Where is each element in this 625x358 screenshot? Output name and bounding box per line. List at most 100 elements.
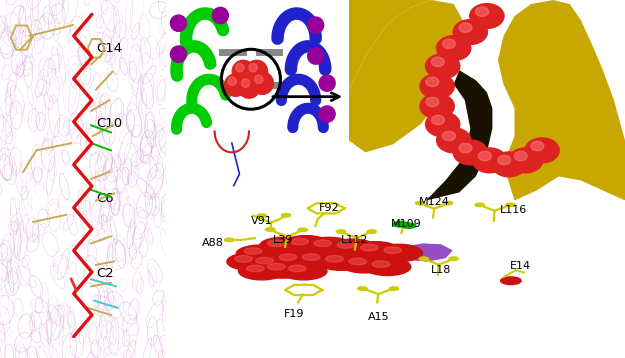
Circle shape <box>244 248 262 254</box>
Text: L112: L112 <box>341 235 369 245</box>
Circle shape <box>171 46 186 62</box>
Circle shape <box>426 54 460 79</box>
Circle shape <box>213 8 228 24</box>
Circle shape <box>302 254 320 260</box>
Circle shape <box>341 256 388 273</box>
Circle shape <box>492 152 526 177</box>
Circle shape <box>459 143 472 153</box>
Circle shape <box>437 36 471 61</box>
Circle shape <box>326 256 343 262</box>
Circle shape <box>476 7 489 16</box>
Circle shape <box>251 72 273 95</box>
Polygon shape <box>426 70 493 200</box>
Circle shape <box>437 128 471 153</box>
Text: L116: L116 <box>499 204 527 214</box>
Circle shape <box>372 261 390 267</box>
Text: C14: C14 <box>96 42 122 55</box>
Circle shape <box>349 258 367 265</box>
Circle shape <box>239 262 285 280</box>
Circle shape <box>257 214 266 217</box>
Circle shape <box>443 202 452 205</box>
Text: C2: C2 <box>96 267 114 280</box>
Circle shape <box>426 77 439 87</box>
Text: F92: F92 <box>319 203 339 213</box>
Circle shape <box>442 39 456 48</box>
Text: C10: C10 <box>96 117 122 130</box>
Circle shape <box>525 138 559 163</box>
Circle shape <box>389 287 399 290</box>
Circle shape <box>419 257 429 260</box>
Circle shape <box>357 287 367 290</box>
Circle shape <box>393 222 408 227</box>
Circle shape <box>319 75 335 91</box>
Circle shape <box>256 257 274 264</box>
Circle shape <box>364 258 411 276</box>
Circle shape <box>329 239 376 256</box>
Circle shape <box>319 106 335 122</box>
Circle shape <box>291 238 308 245</box>
Text: V91: V91 <box>251 216 272 226</box>
Circle shape <box>224 74 247 96</box>
Circle shape <box>420 74 454 99</box>
Circle shape <box>236 245 282 262</box>
Circle shape <box>531 141 544 151</box>
Circle shape <box>279 254 297 260</box>
Circle shape <box>271 251 318 268</box>
Polygon shape <box>498 0 625 200</box>
Text: C6: C6 <box>96 192 114 205</box>
Circle shape <box>246 265 264 272</box>
Text: L18: L18 <box>431 265 451 275</box>
Circle shape <box>431 57 444 67</box>
Circle shape <box>352 242 399 259</box>
Polygon shape <box>349 0 432 90</box>
Text: M109: M109 <box>391 219 421 229</box>
Circle shape <box>453 20 488 44</box>
Circle shape <box>298 228 308 232</box>
Circle shape <box>228 77 236 86</box>
Circle shape <box>227 253 274 270</box>
Circle shape <box>501 277 521 285</box>
Text: F19: F19 <box>284 309 304 319</box>
Polygon shape <box>349 0 465 153</box>
Circle shape <box>376 244 423 262</box>
Circle shape <box>224 238 234 242</box>
Circle shape <box>288 265 306 272</box>
Circle shape <box>336 230 346 233</box>
Circle shape <box>235 256 252 262</box>
Text: L39: L39 <box>272 235 293 245</box>
Circle shape <box>248 255 294 272</box>
Circle shape <box>420 94 454 119</box>
Circle shape <box>367 230 376 233</box>
Circle shape <box>470 4 504 29</box>
Circle shape <box>506 203 515 207</box>
Circle shape <box>249 63 258 72</box>
Circle shape <box>266 228 275 231</box>
Circle shape <box>314 240 332 247</box>
Circle shape <box>282 236 329 253</box>
Circle shape <box>508 148 542 173</box>
Circle shape <box>338 242 355 248</box>
Circle shape <box>171 15 186 31</box>
Circle shape <box>426 112 460 137</box>
Circle shape <box>246 60 268 83</box>
Circle shape <box>318 253 364 270</box>
Circle shape <box>236 63 244 72</box>
Text: M124: M124 <box>419 197 449 207</box>
Circle shape <box>449 257 458 260</box>
Circle shape <box>498 155 511 165</box>
Circle shape <box>472 148 507 173</box>
Circle shape <box>294 251 341 268</box>
Circle shape <box>361 244 378 251</box>
Polygon shape <box>397 243 452 262</box>
Circle shape <box>238 76 260 98</box>
Circle shape <box>416 202 425 205</box>
Circle shape <box>514 151 528 161</box>
Circle shape <box>232 60 254 83</box>
Circle shape <box>259 237 306 255</box>
Circle shape <box>255 75 263 83</box>
Circle shape <box>268 240 285 247</box>
Circle shape <box>442 131 456 141</box>
Circle shape <box>426 97 439 107</box>
Circle shape <box>384 247 401 253</box>
Circle shape <box>308 48 324 64</box>
